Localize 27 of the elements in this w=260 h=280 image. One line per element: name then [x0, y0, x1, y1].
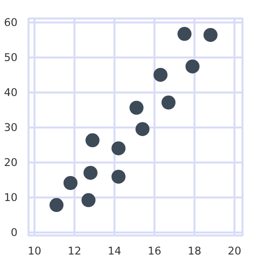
- y-tick-label: 30: [4, 121, 18, 134]
- x-tick-label: 16: [148, 244, 162, 258]
- point: [84, 166, 98, 180]
- y-tick-label: 20: [4, 156, 18, 169]
- y-tick-label: 50: [4, 51, 18, 64]
- point: [136, 122, 150, 136]
- point: [178, 26, 192, 41]
- y-tick-label: 60: [4, 16, 18, 29]
- y-tick-label: 40: [4, 86, 18, 99]
- x-tick-label: 18: [188, 244, 202, 258]
- point: [50, 198, 64, 212]
- x-tick-label: 12: [68, 244, 82, 258]
- point: [112, 141, 126, 156]
- point: [162, 96, 176, 110]
- point: [112, 170, 126, 184]
- point: [154, 68, 168, 82]
- y-tick-label: 0: [10, 226, 18, 239]
- y-tick-label: 10: [4, 191, 18, 204]
- point: [82, 193, 96, 208]
- point: [64, 176, 78, 190]
- x-tick-label: 14: [108, 244, 122, 258]
- x-tick-label: 20: [228, 244, 242, 258]
- point: [204, 28, 218, 42]
- point: [86, 133, 100, 148]
- point: [130, 100, 144, 115]
- x-tick-label: 10: [28, 244, 42, 258]
- point: [186, 59, 200, 74]
